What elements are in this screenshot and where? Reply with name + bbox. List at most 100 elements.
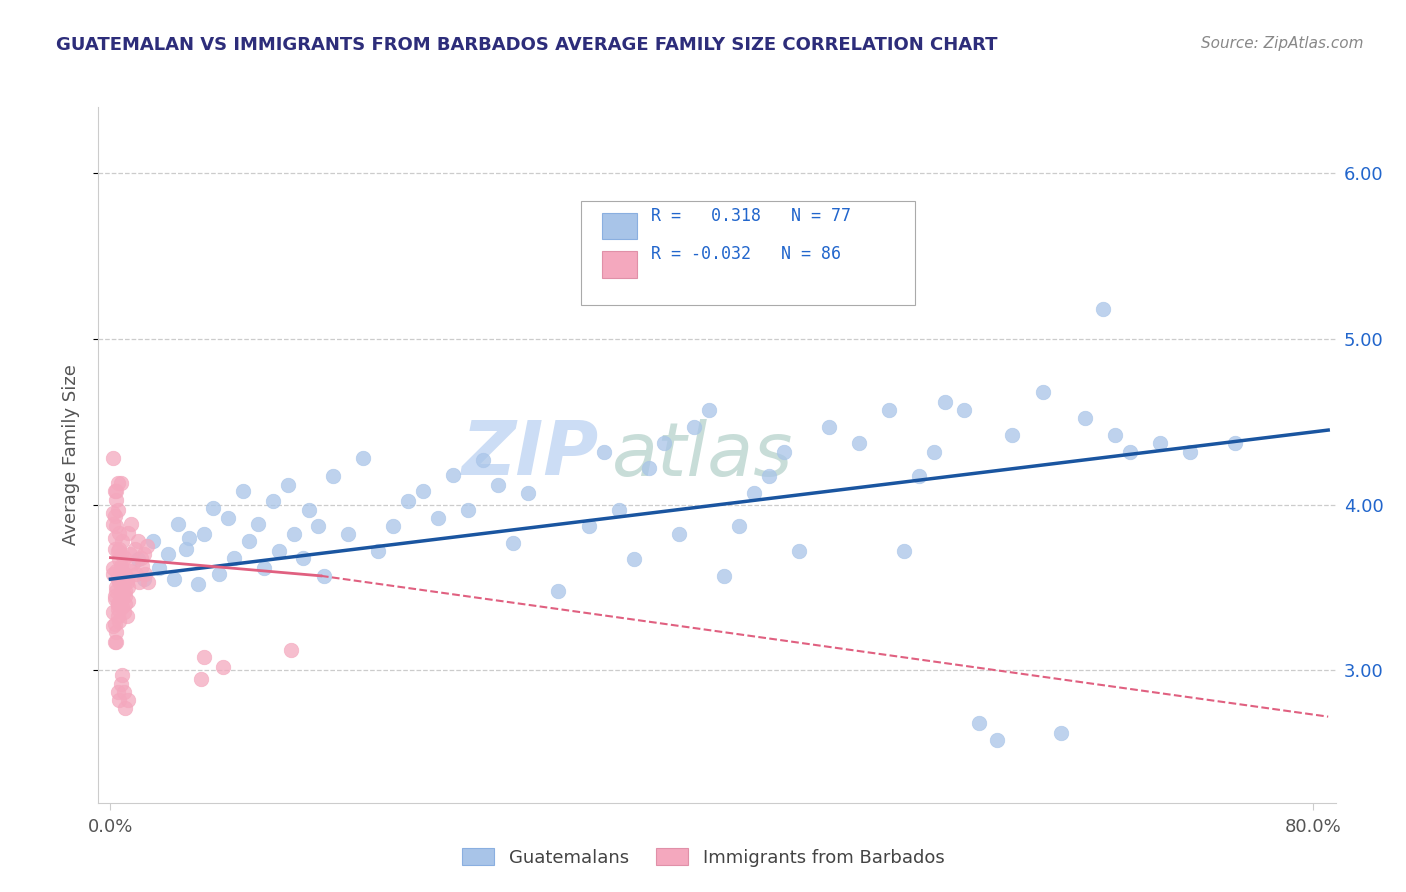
- Point: [352, 451, 374, 466]
- Point: [713, 569, 735, 583]
- Y-axis label: Average Family Size: Average Family Size: [62, 365, 80, 545]
- Point: [924, 444, 946, 458]
- FancyBboxPatch shape: [602, 251, 637, 277]
- Point: [114, 583, 136, 598]
- FancyBboxPatch shape: [581, 201, 915, 305]
- Point: [112, 550, 135, 565]
- Point: [105, 492, 128, 507]
- Point: [108, 693, 131, 707]
- Point: [107, 502, 129, 516]
- Point: [105, 581, 128, 595]
- Point: [108, 572, 131, 586]
- Point: [105, 519, 128, 533]
- Point: [107, 597, 129, 611]
- Point: [148, 560, 170, 574]
- Point: [110, 564, 132, 578]
- Point: [107, 608, 129, 623]
- Point: [108, 614, 131, 628]
- Point: [103, 560, 125, 574]
- Point: [118, 547, 141, 561]
- Point: [1104, 428, 1126, 442]
- Point: [193, 650, 215, 665]
- Point: [110, 476, 132, 491]
- Point: [127, 552, 149, 566]
- Point: [117, 525, 139, 540]
- Point: [201, 500, 224, 515]
- Legend: Guatemalans, Immigrants from Barbados: Guatemalans, Immigrants from Barbados: [454, 841, 952, 874]
- Point: [238, 534, 260, 549]
- Point: [969, 716, 991, 731]
- Point: [114, 597, 136, 611]
- Point: [1001, 428, 1024, 442]
- Point: [1149, 436, 1171, 450]
- Point: [1073, 411, 1095, 425]
- Point: [818, 419, 841, 434]
- Point: [129, 550, 152, 565]
- Point: [1031, 384, 1053, 399]
- Point: [104, 531, 127, 545]
- Point: [486, 477, 509, 491]
- Point: [103, 517, 125, 532]
- Point: [103, 618, 125, 632]
- Point: [848, 436, 870, 450]
- Point: [322, 469, 344, 483]
- Point: [104, 542, 127, 557]
- Point: [190, 672, 212, 686]
- Point: [115, 608, 138, 623]
- Point: [742, 486, 765, 500]
- Point: [108, 542, 131, 557]
- Point: [135, 539, 157, 553]
- Text: Source: ZipAtlas.com: Source: ZipAtlas.com: [1201, 36, 1364, 51]
- Point: [105, 564, 128, 578]
- Point: [517, 486, 540, 500]
- Point: [114, 567, 136, 582]
- Point: [112, 605, 135, 619]
- Point: [547, 583, 569, 598]
- Point: [246, 517, 269, 532]
- Point: [111, 592, 134, 607]
- Point: [131, 558, 153, 573]
- Point: [312, 569, 335, 583]
- Point: [277, 477, 299, 491]
- Point: [217, 511, 239, 525]
- Point: [122, 556, 145, 570]
- Point: [382, 519, 405, 533]
- Point: [114, 701, 136, 715]
- Point: [472, 453, 495, 467]
- Point: [253, 560, 276, 574]
- Point: [637, 461, 659, 475]
- Point: [136, 575, 159, 590]
- Point: [212, 660, 235, 674]
- Point: [396, 494, 419, 508]
- Point: [107, 544, 129, 558]
- Point: [187, 577, 209, 591]
- Point: [103, 506, 125, 520]
- Point: [1178, 444, 1201, 458]
- Point: [174, 542, 197, 557]
- Point: [110, 547, 132, 561]
- Point: [111, 534, 134, 549]
- Point: [103, 567, 125, 582]
- Point: [280, 643, 302, 657]
- Point: [115, 575, 138, 590]
- Point: [1223, 436, 1246, 450]
- Point: [111, 564, 134, 578]
- Point: [177, 531, 200, 545]
- Point: [162, 572, 184, 586]
- Point: [112, 567, 135, 582]
- Point: [118, 564, 141, 578]
- Point: [105, 625, 128, 640]
- Point: [105, 484, 128, 499]
- FancyBboxPatch shape: [602, 213, 637, 239]
- Point: [110, 558, 132, 573]
- Point: [1119, 444, 1142, 458]
- Point: [283, 527, 305, 541]
- Point: [141, 534, 163, 549]
- Point: [953, 403, 976, 417]
- Point: [222, 550, 245, 565]
- Point: [104, 635, 127, 649]
- Point: [108, 552, 131, 566]
- Point: [592, 444, 614, 458]
- Point: [682, 419, 704, 434]
- Point: [697, 403, 720, 417]
